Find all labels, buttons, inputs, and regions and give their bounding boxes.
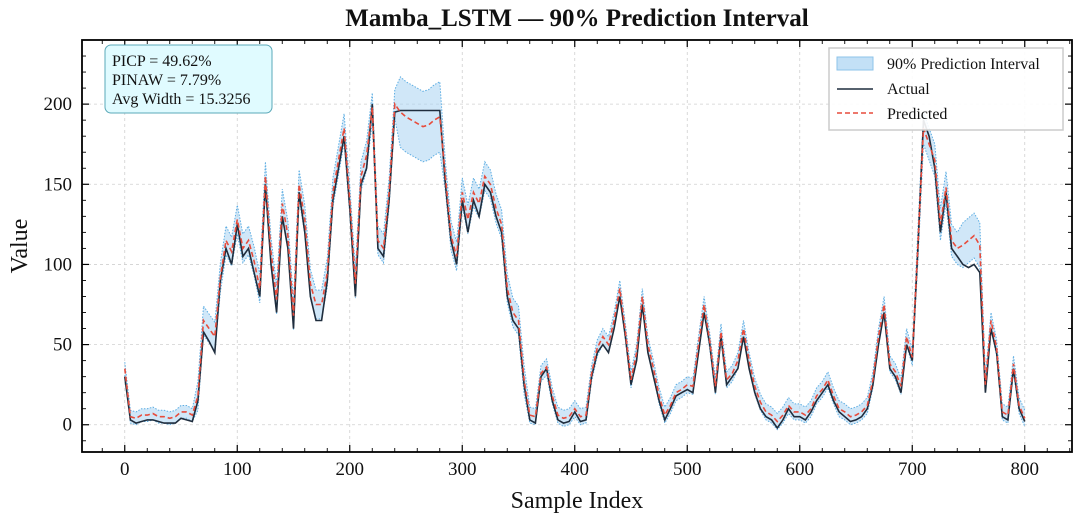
chart-title: Mamba_LSTM — 90% Prediction Interval xyxy=(345,5,808,32)
predicted-series-line xyxy=(124,101,1026,423)
stats-avg-width: Avg Width = 15.3256 xyxy=(112,91,250,108)
y-tick-label: 0 xyxy=(63,415,73,436)
stats-pinaw: PINAW = 7.79% xyxy=(112,72,221,89)
x-axis-label: Sample Index xyxy=(511,488,644,514)
y-tick-label: 100 xyxy=(44,254,73,275)
y-axis-label: Value xyxy=(7,219,33,274)
legend-label-actual: Actual xyxy=(887,81,930,98)
plot-marks xyxy=(124,76,1026,431)
x-tick-label: 600 xyxy=(786,459,815,480)
y-tick-label: 150 xyxy=(44,174,73,195)
x-tick-label: 400 xyxy=(561,459,590,480)
legend-label-predicted: Predicted xyxy=(887,106,947,123)
interval-upper-edge xyxy=(124,76,1026,415)
legend: 90% Prediction Interval Actual Predicted xyxy=(828,47,1064,131)
stats-box: PICP = 49.62% PINAW = 7.79% Avg Width = … xyxy=(104,44,273,114)
y-tick-label: 50 xyxy=(53,335,72,356)
x-tick-label: 0 xyxy=(120,459,130,480)
stats-picp: PICP = 49.62% xyxy=(112,53,212,70)
y-tick-label: 200 xyxy=(44,94,73,115)
x-tick-label: 100 xyxy=(223,459,252,480)
x-tick-label: 700 xyxy=(898,459,927,480)
x-tick-label: 500 xyxy=(673,459,702,480)
legend-label-interval: 90% Prediction Interval xyxy=(887,56,1040,73)
legend-swatch-interval xyxy=(836,56,874,71)
x-tick-label: 800 xyxy=(1011,459,1040,480)
x-tick-label: 300 xyxy=(448,459,477,480)
x-tick-label: 200 xyxy=(336,459,365,480)
plot-frame xyxy=(81,39,1073,453)
